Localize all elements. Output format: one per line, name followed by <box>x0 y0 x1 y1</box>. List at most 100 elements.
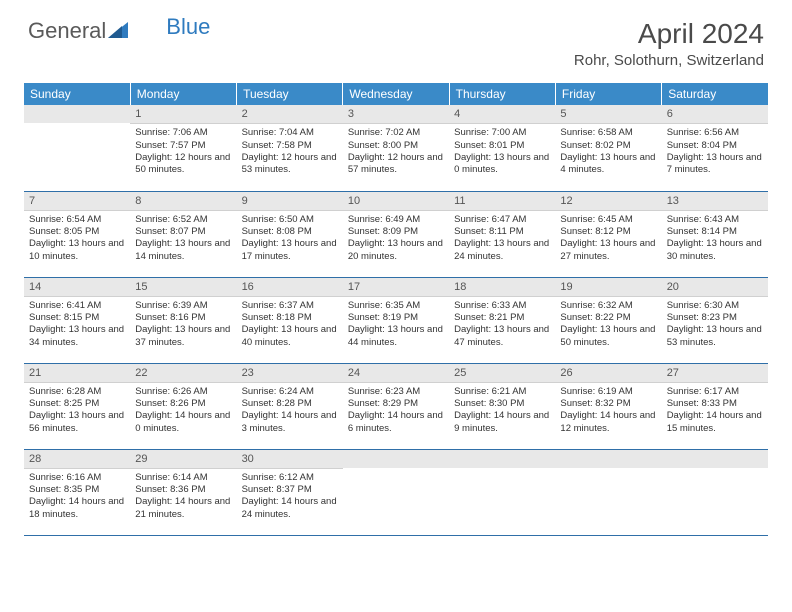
day-number: 19 <box>555 278 661 297</box>
calendar-cell: 20Sunrise: 6:30 AMSunset: 8:23 PMDayligh… <box>662 277 768 363</box>
day-details: Sunrise: 7:04 AMSunset: 7:58 PMDaylight:… <box>237 124 343 179</box>
calendar-cell: 25Sunrise: 6:21 AMSunset: 8:30 PMDayligh… <box>449 363 555 449</box>
sunrise-line: Sunrise: 6:43 AM <box>667 214 763 226</box>
day-header: Saturday <box>662 83 768 105</box>
day-header: Thursday <box>449 83 555 105</box>
calendar-cell: 12Sunrise: 6:45 AMSunset: 8:12 PMDayligh… <box>555 191 661 277</box>
day-number: 25 <box>449 364 555 383</box>
daylight-line: Daylight: 13 hours and 17 minutes. <box>242 238 338 263</box>
day-details: Sunrise: 6:19 AMSunset: 8:32 PMDaylight:… <box>555 383 661 438</box>
day-details: Sunrise: 6:12 AMSunset: 8:37 PMDaylight:… <box>237 469 343 524</box>
day-details: Sunrise: 6:32 AMSunset: 8:22 PMDaylight:… <box>555 297 661 352</box>
calendar-cell: 21Sunrise: 6:28 AMSunset: 8:25 PMDayligh… <box>24 363 130 449</box>
empty-day-header <box>662 450 768 468</box>
day-number: 4 <box>449 105 555 124</box>
sunrise-line: Sunrise: 6:30 AM <box>667 300 763 312</box>
day-number: 6 <box>662 105 768 124</box>
sunrise-line: Sunrise: 6:45 AM <box>560 214 656 226</box>
sunset-line: Sunset: 8:29 PM <box>348 398 444 410</box>
day-details: Sunrise: 6:28 AMSunset: 8:25 PMDaylight:… <box>24 383 130 438</box>
month-title: April 2024 <box>574 18 764 50</box>
day-number: 16 <box>237 278 343 297</box>
daylight-line: Daylight: 13 hours and 47 minutes. <box>454 324 550 349</box>
calendar-head: SundayMondayTuesdayWednesdayThursdayFrid… <box>24 83 768 105</box>
day-number: 14 <box>24 278 130 297</box>
sunrise-line: Sunrise: 6:32 AM <box>560 300 656 312</box>
calendar-cell <box>662 449 768 535</box>
calendar-cell <box>343 449 449 535</box>
sunrise-line: Sunrise: 6:24 AM <box>242 386 338 398</box>
calendar-cell: 7Sunrise: 6:54 AMSunset: 8:05 PMDaylight… <box>24 191 130 277</box>
sunset-line: Sunset: 7:57 PM <box>135 140 231 152</box>
daylight-line: Daylight: 13 hours and 40 minutes. <box>242 324 338 349</box>
daylight-line: Daylight: 13 hours and 37 minutes. <box>135 324 231 349</box>
daylight-line: Daylight: 13 hours and 53 minutes. <box>667 324 763 349</box>
sunset-line: Sunset: 8:30 PM <box>454 398 550 410</box>
calendar-cell: 27Sunrise: 6:17 AMSunset: 8:33 PMDayligh… <box>662 363 768 449</box>
sunset-line: Sunset: 8:09 PM <box>348 226 444 238</box>
sunset-line: Sunset: 8:23 PM <box>667 312 763 324</box>
day-number: 15 <box>130 278 236 297</box>
day-details: Sunrise: 6:56 AMSunset: 8:04 PMDaylight:… <box>662 124 768 179</box>
sunset-line: Sunset: 8:14 PM <box>667 226 763 238</box>
calendar-cell <box>449 449 555 535</box>
day-details: Sunrise: 6:30 AMSunset: 8:23 PMDaylight:… <box>662 297 768 352</box>
day-header: Monday <box>130 83 236 105</box>
page-header: General Blue April 2024 Rohr, Solothurn,… <box>0 0 792 77</box>
day-details: Sunrise: 7:02 AMSunset: 8:00 PMDaylight:… <box>343 124 449 179</box>
sunrise-line: Sunrise: 6:21 AM <box>454 386 550 398</box>
sunset-line: Sunset: 8:19 PM <box>348 312 444 324</box>
calendar-cell: 2Sunrise: 7:04 AMSunset: 7:58 PMDaylight… <box>237 105 343 191</box>
day-number: 9 <box>237 192 343 211</box>
sunrise-line: Sunrise: 6:28 AM <box>29 386 125 398</box>
day-header: Sunday <box>24 83 130 105</box>
day-details: Sunrise: 6:45 AMSunset: 8:12 PMDaylight:… <box>555 211 661 266</box>
day-number: 28 <box>24 450 130 469</box>
sunset-line: Sunset: 8:18 PM <box>242 312 338 324</box>
day-details: Sunrise: 6:39 AMSunset: 8:16 PMDaylight:… <box>130 297 236 352</box>
daylight-line: Daylight: 13 hours and 20 minutes. <box>348 238 444 263</box>
sunrise-line: Sunrise: 6:17 AM <box>667 386 763 398</box>
daylight-line: Daylight: 13 hours and 14 minutes. <box>135 238 231 263</box>
sunrise-line: Sunrise: 6:39 AM <box>135 300 231 312</box>
sunset-line: Sunset: 8:00 PM <box>348 140 444 152</box>
calendar-cell: 14Sunrise: 6:41 AMSunset: 8:15 PMDayligh… <box>24 277 130 363</box>
day-details: Sunrise: 6:35 AMSunset: 8:19 PMDaylight:… <box>343 297 449 352</box>
calendar-cell: 29Sunrise: 6:14 AMSunset: 8:36 PMDayligh… <box>130 449 236 535</box>
sunrise-line: Sunrise: 6:14 AM <box>135 472 231 484</box>
logo-text-blue: Blue <box>166 14 210 40</box>
daylight-line: Daylight: 13 hours and 24 minutes. <box>454 238 550 263</box>
sunrise-line: Sunrise: 6:19 AM <box>560 386 656 398</box>
day-number: 26 <box>555 364 661 383</box>
sunrise-line: Sunrise: 6:35 AM <box>348 300 444 312</box>
day-number: 22 <box>130 364 236 383</box>
sunset-line: Sunset: 8:37 PM <box>242 484 338 496</box>
calendar-cell: 11Sunrise: 6:47 AMSunset: 8:11 PMDayligh… <box>449 191 555 277</box>
calendar-cell: 17Sunrise: 6:35 AMSunset: 8:19 PMDayligh… <box>343 277 449 363</box>
daylight-line: Daylight: 12 hours and 53 minutes. <box>242 152 338 177</box>
calendar-table: SundayMondayTuesdayWednesdayThursdayFrid… <box>24 83 768 536</box>
empty-day-header <box>555 450 661 468</box>
day-number: 17 <box>343 278 449 297</box>
day-number: 8 <box>130 192 236 211</box>
daylight-line: Daylight: 13 hours and 34 minutes. <box>29 324 125 349</box>
day-details: Sunrise: 6:58 AMSunset: 8:02 PMDaylight:… <box>555 124 661 179</box>
day-details: Sunrise: 6:26 AMSunset: 8:26 PMDaylight:… <box>130 383 236 438</box>
calendar-cell: 10Sunrise: 6:49 AMSunset: 8:09 PMDayligh… <box>343 191 449 277</box>
sunrise-line: Sunrise: 6:41 AM <box>29 300 125 312</box>
sunset-line: Sunset: 8:02 PM <box>560 140 656 152</box>
day-details: Sunrise: 6:33 AMSunset: 8:21 PMDaylight:… <box>449 297 555 352</box>
day-details: Sunrise: 7:00 AMSunset: 8:01 PMDaylight:… <box>449 124 555 179</box>
daylight-line: Daylight: 14 hours and 12 minutes. <box>560 410 656 435</box>
daylight-line: Daylight: 13 hours and 27 minutes. <box>560 238 656 263</box>
day-details: Sunrise: 6:47 AMSunset: 8:11 PMDaylight:… <box>449 211 555 266</box>
day-number: 12 <box>555 192 661 211</box>
sunset-line: Sunset: 8:04 PM <box>667 140 763 152</box>
daylight-line: Daylight: 13 hours and 30 minutes. <box>667 238 763 263</box>
daylight-line: Daylight: 13 hours and 4 minutes. <box>560 152 656 177</box>
day-header: Wednesday <box>343 83 449 105</box>
daylight-line: Daylight: 13 hours and 44 minutes. <box>348 324 444 349</box>
daylight-line: Daylight: 12 hours and 57 minutes. <box>348 152 444 177</box>
sunset-line: Sunset: 8:35 PM <box>29 484 125 496</box>
sunrise-line: Sunrise: 6:33 AM <box>454 300 550 312</box>
